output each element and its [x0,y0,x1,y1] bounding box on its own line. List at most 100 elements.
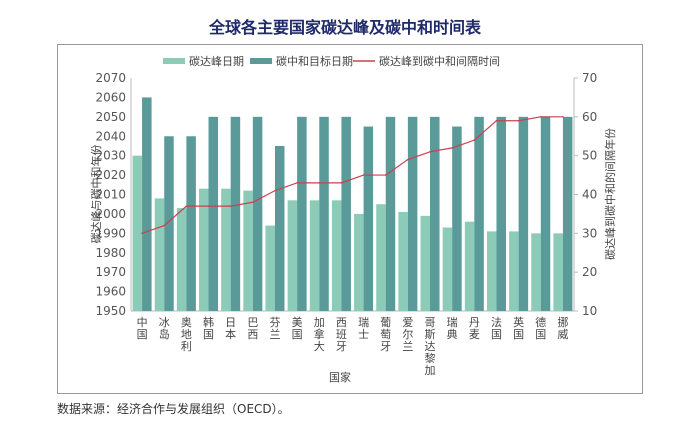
gap-point [362,174,365,176]
y-tick-label: 2070 [95,71,126,85]
y-tick-label: 2030 [95,149,126,163]
peak-bar [442,227,453,311]
x-tick-label: 日本 [225,316,236,341]
y-axis-label: 碳达峰与碳中和年份 [89,145,103,244]
gap-line [141,116,564,235]
x-tick-label: 巴西 [247,316,258,341]
y2-tick-label: 30 [582,226,597,240]
gap-point [407,158,409,161]
gap-point [296,182,298,184]
gap-point [539,116,542,118]
y-tick-label: 2050 [95,110,126,124]
peak-bar [553,233,563,311]
x-tick-label: 葡萄牙 [380,316,391,353]
source-note: 数据来源：经济合作与发展组织（OECD）。 [57,402,290,416]
gap-point [318,182,321,184]
y-tick-label: 1990 [95,226,126,240]
peak-bar [132,155,143,311]
neutral-bar [319,116,329,311]
peak-bar [509,231,519,311]
peak-bar [464,221,475,311]
y-tick-label: 1950 [95,304,126,318]
x-tick-label: 法国 [491,315,502,341]
peak-bar [221,188,231,311]
x-tick-label: 中国 [137,316,148,341]
x-tick-label: 德国 [535,315,546,341]
y-tick-label: 1980 [95,246,126,260]
legend-item: 碳达峰日期 [163,54,244,68]
gap-point [517,119,520,122]
bars [132,97,573,312]
x-tick-label: 爱尔兰 [402,316,413,353]
peak-bar [486,231,497,311]
peak-bar [287,200,298,311]
y2-tick-label: 20 [582,265,597,279]
peak-bar [376,204,386,311]
gap-line-path [141,116,563,234]
neutral-bar [518,116,529,311]
x-tick-label: 瑞士 [358,315,369,341]
x-tick-label: 瑞典 [447,315,458,341]
y2-tick-label: 40 [582,188,597,202]
x-tick-label: 加拿大 [314,316,325,353]
gap-point [141,232,143,235]
y2-tick-label: 50 [582,149,597,163]
gap-point [451,147,453,149]
legend-label: 碳中和目标日期 [276,54,353,68]
legend-swatch [250,58,272,64]
x-tick-label: 韩国 [203,315,214,341]
y2-tick-label: 70 [582,71,597,85]
legend-swatch [163,58,185,64]
gap-point [340,182,343,184]
chart-title: 全球各主要国家碳达峰及碳中和时间表 [208,18,482,37]
neutral-bar [407,116,418,311]
y-tick-label: 2000 [95,207,126,221]
chart-frame [57,44,643,394]
y-tick-label: 1970 [95,265,126,279]
y2-axis-label: 碳达峰到碳中和的间隔年份 [603,128,617,260]
x-tick-label: 挪威 [557,315,568,341]
x-tick-label: 芬兰 [269,316,280,341]
y-tick-label: 1960 [95,285,126,299]
gap-point [495,119,498,122]
x-tick-label: 美国 [292,316,303,341]
neutral-bar [496,116,506,311]
y-tick-label: 2010 [95,188,126,202]
legend-label: 碳达峰到碳中和间隔时间 [379,54,500,68]
x-tick-label: 西班牙 [336,316,347,353]
gap-point [207,205,210,207]
neutral-bar [341,116,351,311]
gap-point [229,205,232,207]
neutral-bar [230,116,241,311]
x-tick-label: 冰岛 [159,316,170,341]
gap-point [185,205,188,207]
x-tick-label: 英国 [513,315,524,341]
y-tick-label: 2020 [95,168,126,182]
peak-bar [265,225,275,311]
y2-tick-label: 10 [582,304,597,318]
y-tick-label: 2040 [95,129,126,143]
gap-point [163,224,166,227]
peak-bar [243,190,253,311]
neutral-bar [474,116,484,311]
neutral-bar [540,116,551,311]
neutral-bar [430,116,440,311]
y2-tick-label: 60 [582,110,597,124]
legend-label: 碳达峰日期 [189,54,244,68]
legend-item: 碳达峰到碳中和间隔时间 [353,54,500,68]
gap-point [562,116,564,118]
gap-point [252,201,254,204]
neutral-bar [385,116,396,311]
neutral-bar [452,126,462,312]
neutral-bar [186,136,196,311]
neutral-bar [363,126,374,312]
gap-point [384,174,387,176]
peak-bar [331,200,342,311]
peak-bar [199,188,209,311]
neutral-bar [208,116,219,311]
neutral-bar [562,116,573,311]
neutral-bar [142,97,152,312]
peak-bar [354,213,364,311]
x-axis-label: 国家 [329,370,351,384]
